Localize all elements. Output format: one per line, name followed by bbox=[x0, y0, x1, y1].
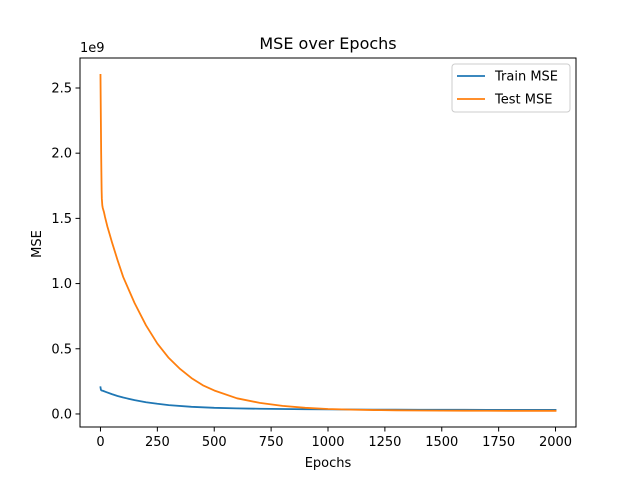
axes-layer: 0 250 500 750 1000 1250 1500 1750 2000 0.0 0.5 1.0 1… bbox=[51, 57, 577, 450]
x-tick-label: 1250 bbox=[368, 435, 401, 450]
x-tick-label: 2000 bbox=[539, 435, 572, 450]
y-tick-label: 2.0 bbox=[51, 147, 72, 162]
x-axis-label: Epochs bbox=[305, 456, 352, 471]
y-offset-text: 1e9 bbox=[80, 41, 105, 56]
series-layer bbox=[99, 74, 557, 412]
y-axis-label: MSE bbox=[30, 230, 45, 258]
x-tick-label: 250 bbox=[145, 435, 170, 450]
y-tick-label: 1.0 bbox=[51, 277, 72, 292]
y-tick-label: 0.5 bbox=[51, 342, 72, 357]
x-tick-label: 750 bbox=[259, 435, 284, 450]
x-tick-label: 1750 bbox=[482, 435, 515, 450]
x-tick-label: 0 bbox=[96, 435, 104, 450]
y-tick-label: 1.5 bbox=[51, 212, 72, 227]
x-tick-label: 500 bbox=[202, 435, 227, 450]
y-tick-label: 2.5 bbox=[51, 81, 72, 96]
legend-label-1: Train MSE bbox=[494, 70, 558, 85]
y-tick-label: 0.0 bbox=[51, 407, 72, 422]
x-tick-label: 1500 bbox=[425, 435, 458, 450]
chart-title: MSE over Epochs bbox=[259, 34, 396, 53]
legend-label-2: Test MSE bbox=[494, 93, 552, 108]
x-tick-label: 1000 bbox=[311, 435, 344, 450]
series-line-2 bbox=[99, 74, 557, 412]
legend: Train MSE Test MSE bbox=[451, 63, 571, 113]
